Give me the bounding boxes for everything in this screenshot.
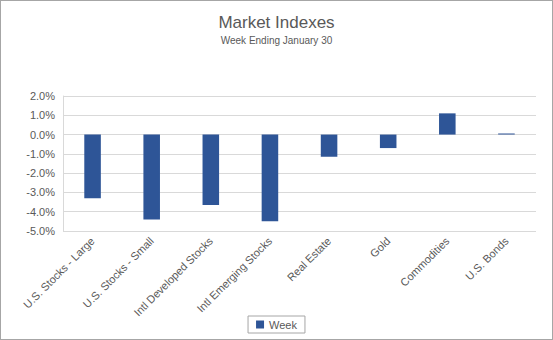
svg-text:-5.0%: -5.0% [26,225,55,237]
svg-text:Gold: Gold [368,235,393,260]
svg-text:Commodities: Commodities [398,234,452,288]
svg-text:U.S. Bonds: U.S. Bonds [463,234,511,282]
svg-text:Intl Emerging Stocks: Intl Emerging Stocks [194,234,274,314]
svg-text:U.S. Stocks - Large: U.S. Stocks - Large [21,234,97,311]
svg-text:Week: Week [269,319,297,331]
svg-text:U.S. Stocks - Small: U.S. Stocks - Small [80,234,156,311]
svg-text:Market Indexes: Market Indexes [218,13,334,32]
svg-text:Real Estate: Real Estate [285,235,334,284]
svg-text:-2.0%: -2.0% [26,167,55,179]
svg-text:-4.0%: -4.0% [26,206,55,218]
svg-text:0.0%: 0.0% [30,129,55,141]
svg-text:-3.0%: -3.0% [26,186,55,198]
svg-text:2.0%: 2.0% [30,90,55,102]
svg-text:1.0%: 1.0% [30,109,55,121]
svg-text:-1.0%: -1.0% [26,148,55,160]
svg-text:Week Ending January 30: Week Ending January 30 [221,35,333,46]
svg-text:Intl Developed Stocks: Intl Developed Stocks [131,234,216,319]
